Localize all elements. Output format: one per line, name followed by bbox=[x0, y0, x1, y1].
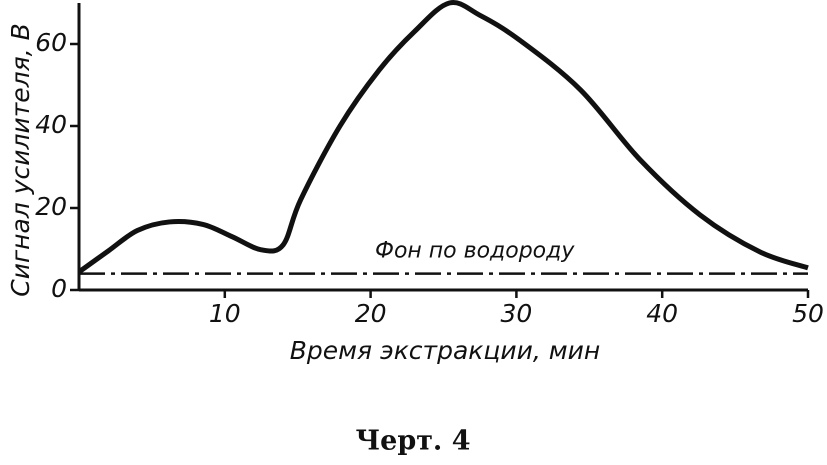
x-tick-label: 40 bbox=[646, 299, 678, 328]
x-tick-label: 10 bbox=[209, 299, 241, 328]
y-tick-label: 20 bbox=[35, 192, 67, 221]
x-axis-label: Время экстракции, мин bbox=[290, 336, 601, 365]
x-tick-label: 50 bbox=[792, 299, 824, 328]
x-tick-label: 30 bbox=[500, 299, 532, 328]
data-line bbox=[77, 0, 809, 274]
caption: Черт. 4 bbox=[355, 426, 470, 457]
x-tick-label: 20 bbox=[355, 299, 387, 328]
y-axis-label: Сигнал усилителя, В bbox=[6, 23, 35, 296]
y-tick-label: 40 bbox=[35, 110, 67, 139]
y-tick-label: 60 bbox=[35, 28, 67, 57]
y-tick-label: 0 bbox=[51, 274, 67, 303]
reference-label: Фон по водороду bbox=[375, 239, 575, 264]
